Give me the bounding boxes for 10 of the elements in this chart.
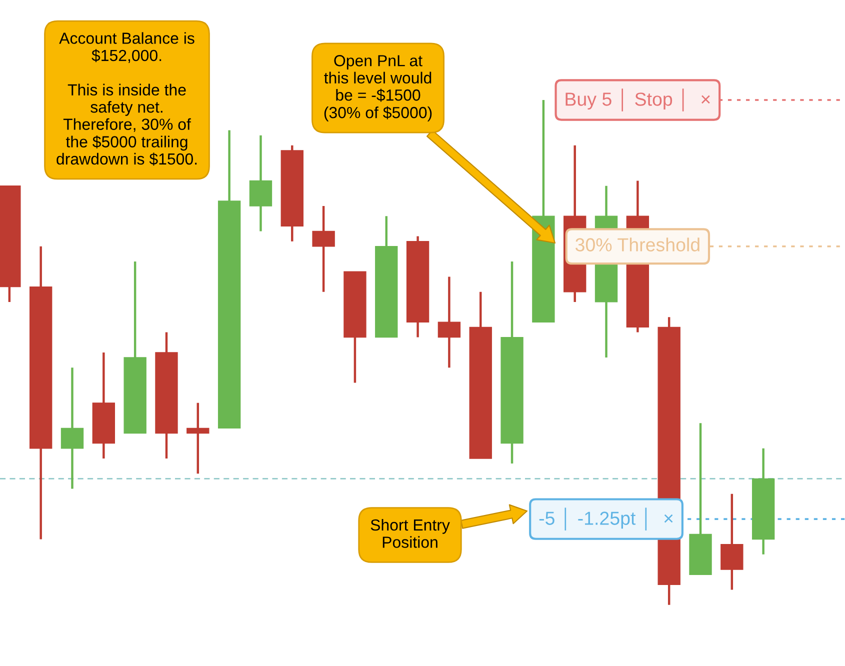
- ref-line-label: 30% Threshold: [576, 238, 700, 252]
- annotation: Open PnL at this level would be = -$1500 (30% of $5000): [324, 55, 432, 122]
- annotation: Short Entry Position: [370, 518, 450, 548]
- text: Account Balance is $152,000. This is inside the safety net. Therefore, 30% of the $5000 trailing drawdown is $1500.: [56, 32, 197, 166]
- ref-line-label: -5 │ -1.25pt │ ×: [539, 508, 673, 530]
- candlestick: [186, 402, 210, 475]
- candlestick: [60, 366, 84, 490]
- candlestick: [438, 276, 461, 369]
- candlestick: [312, 204, 335, 293]
- ref-line-label: Buy 5 │ Stop │ ×: [566, 88, 710, 112]
